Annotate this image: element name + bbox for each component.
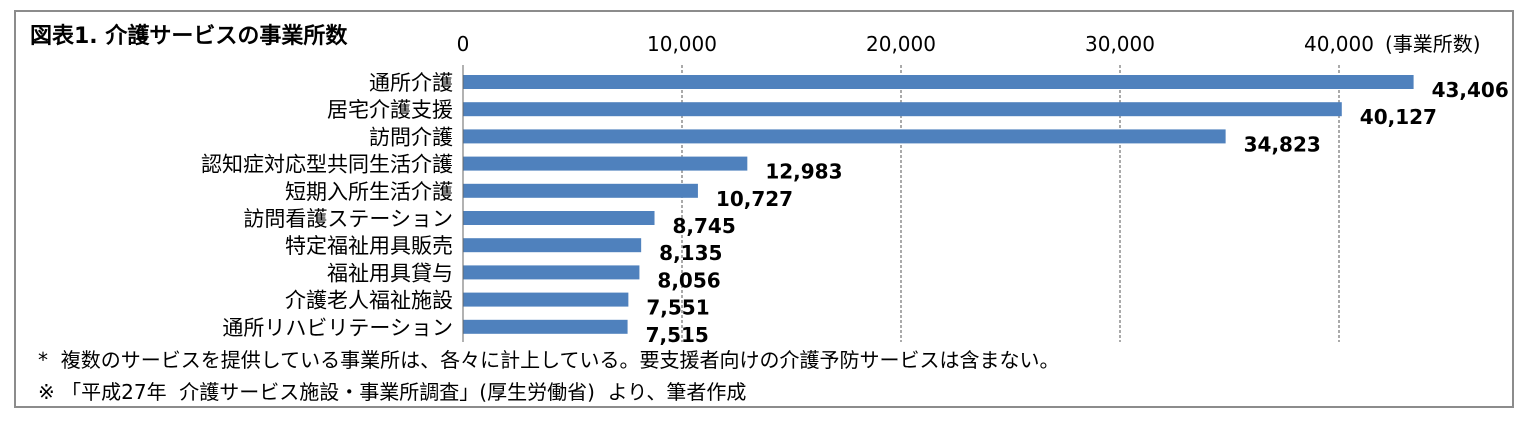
value-label-7: 8,056 xyxy=(657,268,720,292)
value-label-0: 43,406 xyxy=(1432,78,1509,102)
category-label-4: 短期入所生活介護 xyxy=(285,180,453,204)
value-label-3: 12,983 xyxy=(765,160,842,184)
tick-label-4: 40,000 xyxy=(1304,32,1374,56)
value-label-1: 40,127 xyxy=(1360,105,1437,129)
bar-1 xyxy=(463,102,1342,117)
category-label-2: 訪問介護 xyxy=(369,125,453,149)
category-label-8: 介護老人福祉施設 xyxy=(285,289,453,313)
value-label-2: 34,823 xyxy=(1244,132,1321,156)
footnote-1: * 複数のサービスを提供している事業所は、各々に計上している。要支援者向けの介護… xyxy=(38,348,1060,372)
value-label-8: 7,551 xyxy=(646,296,709,320)
value-label-9: 7,515 xyxy=(646,323,709,347)
bar-7 xyxy=(463,265,640,280)
bar-8 xyxy=(463,292,629,307)
tick-label-1: 10,000 xyxy=(647,32,717,56)
bar-3 xyxy=(463,156,748,171)
unit-label: (事業所数) xyxy=(1385,32,1481,56)
category-label-0: 通所介護 xyxy=(369,71,453,95)
value-label-4: 10,727 xyxy=(716,187,793,211)
bar-9 xyxy=(463,319,628,334)
footnote-2: ※ 「平成27年 介護サービス施設・事業所調査」(厚生労働省) より、筆者作成 xyxy=(38,380,747,404)
category-label-5: 訪問看護ステーション xyxy=(243,207,453,231)
category-label-3: 認知症対応型共同生活介護 xyxy=(201,153,453,177)
category-label-9: 通所リハビリテーション xyxy=(222,316,453,340)
tick-label-0: 0 xyxy=(457,32,470,56)
tick-label-3: 30,000 xyxy=(1085,32,1155,56)
chart-title: 図表1. 介護サービスの事業所数 xyxy=(30,24,348,49)
bar-2 xyxy=(463,129,1226,144)
category-label-1: 居宅介護支援 xyxy=(327,98,453,122)
category-label-7: 福祉用具貸与 xyxy=(327,261,453,285)
bar-0 xyxy=(463,75,1414,89)
category-label-6: 特定福祉用具販売 xyxy=(285,234,453,258)
bar-4 xyxy=(463,183,698,198)
bar-6 xyxy=(463,238,642,253)
bar-5 xyxy=(463,211,655,225)
value-label-6: 8,135 xyxy=(659,241,722,265)
tick-label-2: 20,000 xyxy=(866,32,936,56)
value-label-5: 8,745 xyxy=(673,214,736,238)
